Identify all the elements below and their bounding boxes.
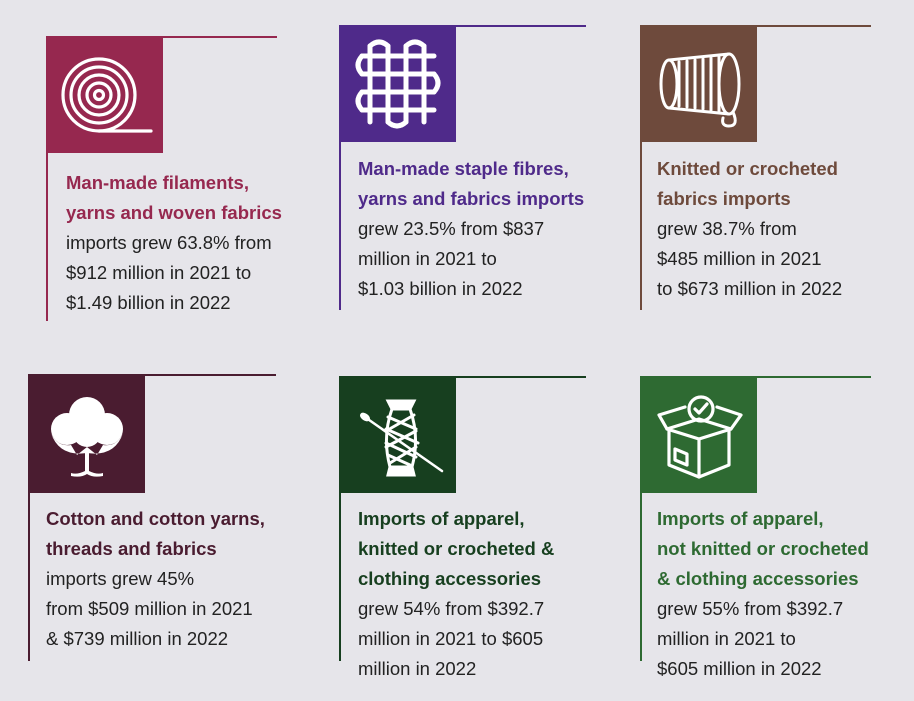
title-line: yarns and fabrics imports — [358, 188, 585, 209]
title-line: yarns and woven fabrics — [66, 202, 282, 223]
body-line: $1.03 billion in 2022 — [358, 278, 523, 299]
title-line: Knitted or crocheted — [657, 158, 838, 179]
card-text: Imports of apparel, not knitted or croch… — [657, 504, 869, 684]
title-line: Imports of apparel, — [358, 508, 525, 529]
card-left-rule — [640, 376, 642, 661]
title-line: Man-made filaments, — [66, 172, 249, 193]
card-text: Imports of apparel, knitted or crocheted… — [358, 504, 554, 684]
body-line: $1.49 billion in 2022 — [66, 292, 231, 313]
card-title: Man-made staple fibres, yarns and fabric… — [358, 154, 584, 214]
body-line: grew 38.7% from — [657, 218, 797, 239]
body-line: from $509 million in 2021 — [46, 598, 253, 619]
title-line: not knitted or crocheted — [657, 538, 869, 559]
thread-spool-icon — [659, 52, 740, 128]
card-body: grew 23.5% from $837 million in 2021 to … — [358, 214, 584, 304]
card-left-rule — [640, 25, 642, 310]
icon-tile — [640, 376, 757, 493]
body-line: million in 2022 — [358, 658, 477, 679]
card-top-rule — [46, 36, 277, 38]
card-left-rule — [46, 36, 48, 321]
card-text: Knitted or crocheted fabrics imports gre… — [657, 154, 842, 304]
body-line: $485 million in 2021 — [657, 248, 822, 269]
card-title: Imports of apparel, knitted or crocheted… — [358, 504, 554, 594]
card-title: Knitted or crocheted fabrics imports — [657, 154, 842, 214]
card-title: Cotton and cotton yarns, threads and fab… — [46, 504, 265, 564]
card-left-rule — [339, 376, 341, 661]
body-line: million in 2021 to $605 — [358, 628, 544, 649]
card-top-rule — [640, 376, 871, 378]
icon-tile — [28, 376, 145, 493]
card-text: Cotton and cotton yarns, threads and fab… — [46, 504, 265, 654]
icon-tile — [339, 25, 456, 142]
card-left-rule — [28, 376, 30, 661]
open-box-icon — [656, 394, 743, 479]
card-top-rule — [640, 25, 871, 27]
card-top-rule — [339, 376, 586, 378]
icon-tile — [339, 376, 456, 493]
title-line: Man-made staple fibres, — [358, 158, 569, 179]
body-line: imports grew 45% — [46, 568, 195, 589]
card-body: imports grew 45% from $509 million in 20… — [46, 564, 265, 654]
title-line: Imports of apparel, — [657, 508, 824, 529]
card-top-rule — [28, 374, 276, 376]
card-left-rule — [339, 25, 341, 310]
title-line: threads and fabrics — [46, 538, 217, 559]
weave-pattern-icon — [355, 39, 440, 128]
body-line: imports grew 63.8% from — [66, 232, 272, 253]
card-top-rule — [339, 25, 586, 27]
card-body: grew 54% from $392.7 million in 2021 to … — [358, 594, 554, 684]
body-line: grew 23.5% from $837 — [358, 218, 545, 239]
body-line: million in 2021 to — [657, 628, 796, 649]
icon-tile — [640, 25, 757, 142]
yarn-needle-icon — [359, 399, 443, 476]
body-line: grew 55% from $392.7 — [657, 598, 844, 619]
icon-tile — [46, 36, 163, 153]
card-title: Man-made filaments, yarns and woven fabr… — [66, 168, 282, 228]
card-title: Imports of apparel, not knitted or croch… — [657, 504, 869, 594]
body-line: $605 million in 2022 — [657, 658, 822, 679]
body-line: & $739 million in 2022 — [46, 628, 229, 649]
title-line: clothing accessories — [358, 568, 542, 589]
fabric-roll-icon — [60, 56, 153, 133]
title-line: Cotton and cotton yarns, — [46, 508, 265, 529]
title-line: fabrics imports — [657, 188, 791, 209]
title-line: & clothing accessories — [657, 568, 859, 589]
body-line: $912 million in 2021 to — [66, 262, 252, 283]
card-body: grew 38.7% from $485 million in 2021 to … — [657, 214, 842, 304]
cotton-flower-icon — [50, 396, 123, 477]
card-body: grew 55% from $392.7 million in 2021 to … — [657, 594, 869, 684]
body-line: to $673 million in 2022 — [657, 278, 843, 299]
title-line: knitted or crocheted & — [358, 538, 555, 559]
card-text: Man-made staple fibres, yarns and fabric… — [358, 154, 584, 304]
card-body: imports grew 63.8% from $912 million in … — [66, 228, 282, 318]
card-text: Man-made filaments, yarns and woven fabr… — [66, 168, 282, 318]
body-line: grew 54% from $392.7 — [358, 598, 545, 619]
body-line: million in 2021 to — [358, 248, 497, 269]
